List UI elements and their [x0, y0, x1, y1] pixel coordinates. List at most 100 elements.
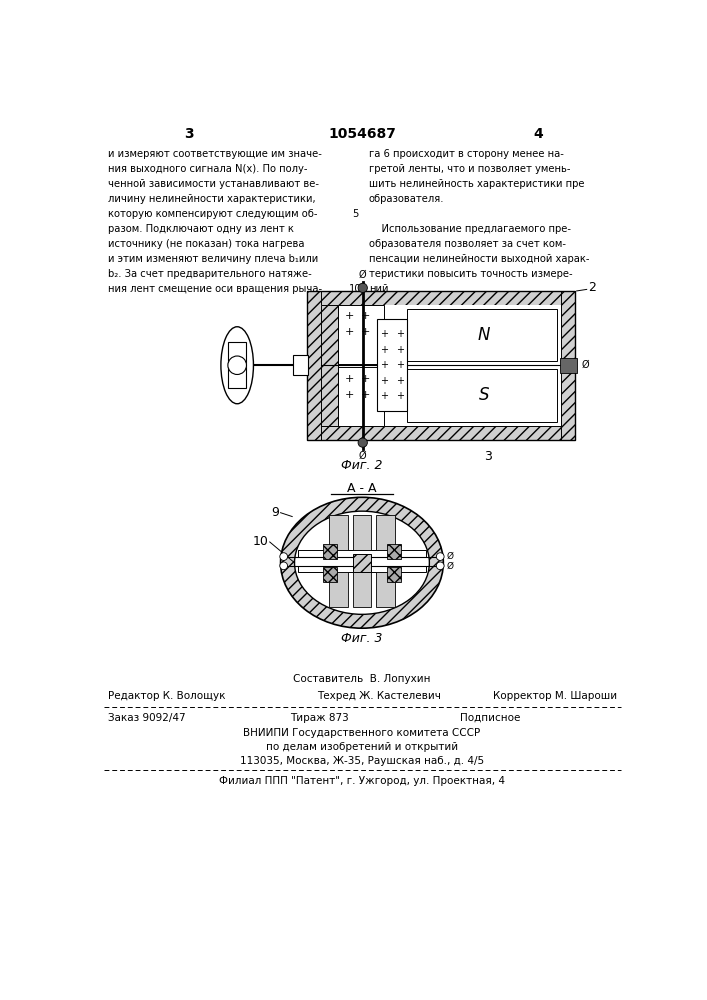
Text: которую компенсируют следующим об-: которую компенсируют следующим об-: [107, 209, 317, 219]
Text: личину нелинейности характеристики,: личину нелинейности характеристики,: [107, 194, 315, 204]
Text: +: +: [361, 374, 370, 384]
Ellipse shape: [281, 497, 443, 628]
Text: Ø: Ø: [359, 450, 366, 460]
Circle shape: [436, 553, 444, 560]
Text: 4: 4: [533, 127, 543, 141]
Text: Ø: Ø: [446, 552, 453, 561]
Text: ченной зависимости устанавливают ве-: ченной зависимости устанавливают ве-: [107, 179, 319, 189]
Text: Филиал ППП "Патент", г. Ужгород, ул. Проектная, 4: Филиал ППП "Патент", г. Ужгород, ул. Про…: [219, 776, 505, 786]
Text: +: +: [361, 327, 370, 337]
Text: шить нелинейность характеристики пре: шить нелинейность характеристики пре: [369, 179, 585, 189]
Text: Составитель  В. Лопухин: Составитель В. Лопухин: [293, 674, 431, 684]
Text: образователя.: образователя.: [369, 194, 445, 204]
Bar: [321, 305, 338, 426]
Ellipse shape: [221, 327, 253, 404]
Text: по делам изобретений и открытий: по делам изобретений и открытий: [266, 742, 458, 752]
Text: Фиг. 2: Фиг. 2: [341, 459, 382, 472]
Bar: [561, 291, 575, 440]
Text: A - A: A - A: [347, 482, 377, 495]
Text: +: +: [361, 311, 370, 321]
Text: Ø: Ø: [446, 561, 453, 570]
Bar: [329, 515, 348, 550]
Text: S: S: [479, 386, 489, 404]
Text: источнику (не показан) тока нагрева: источнику (не показан) тока нагрева: [107, 239, 304, 249]
Text: 10: 10: [252, 535, 268, 548]
Text: образователя позволяет за счет ком-: образователя позволяет за счет ком-: [369, 239, 566, 249]
Text: и этим изменяют величину плеча b₁или: и этим изменяют величину плеча b₁или: [107, 254, 318, 264]
Text: +: +: [345, 374, 354, 384]
Text: +: +: [380, 360, 388, 370]
Text: 10: 10: [349, 284, 361, 294]
Bar: [323, 544, 337, 559]
Bar: [378, 319, 407, 411]
Text: +: +: [396, 345, 404, 355]
Text: теристики повысить точность измере-: теристики повысить точность измере-: [369, 269, 573, 279]
Bar: [353, 515, 371, 550]
Text: Подписное: Подписное: [460, 713, 521, 723]
Text: Техред Ж. Кастелевич: Техред Ж. Кастелевич: [317, 691, 441, 701]
Text: +: +: [380, 391, 388, 401]
Text: Тираж 873: Тираж 873: [290, 713, 349, 723]
Bar: [376, 515, 395, 550]
Text: Ø: Ø: [581, 360, 589, 370]
Text: +: +: [345, 311, 354, 321]
Bar: [228, 342, 247, 388]
Text: ний.: ний.: [369, 284, 392, 294]
Text: разом. Подключают одну из лент к: разом. Подключают одну из лент к: [107, 224, 293, 234]
Text: +: +: [345, 327, 354, 337]
Text: +: +: [396, 360, 404, 370]
Bar: [293, 355, 308, 375]
Bar: [307, 291, 321, 440]
Bar: [307, 291, 575, 440]
Bar: [353, 572, 371, 607]
Text: гретой ленты, что и позволяет умень-: гретой ленты, что и позволяет умень-: [369, 164, 571, 174]
Text: Использование предлагаемого пре-: Использование предлагаемого пре-: [369, 224, 571, 234]
Text: +: +: [396, 391, 404, 401]
Circle shape: [358, 438, 368, 447]
Text: 3: 3: [185, 127, 194, 141]
Bar: [353, 554, 371, 572]
Text: 1054687: 1054687: [328, 127, 396, 141]
Bar: [329, 572, 348, 607]
Text: Редактор К. Волощук: Редактор К. Волощук: [107, 691, 226, 701]
Text: +: +: [380, 345, 388, 355]
Ellipse shape: [295, 511, 429, 614]
Text: ния выходного сигнала N(x). По полу-: ния выходного сигнала N(x). По полу-: [107, 164, 308, 174]
Text: пенсации нелинейности выходной харак-: пенсации нелинейности выходной харак-: [369, 254, 590, 264]
Bar: [376, 572, 395, 607]
Text: Корректор М. Шароши: Корректор М. Шароши: [493, 691, 617, 701]
Bar: [407, 309, 557, 361]
Bar: [338, 305, 385, 364]
Text: +: +: [396, 376, 404, 386]
Bar: [338, 367, 385, 426]
Text: и измеряют соответствующие им значе-: и измеряют соответствующие им значе-: [107, 149, 322, 159]
Text: b₂. За счет предварительного натяже-: b₂. За счет предварительного натяже-: [107, 269, 312, 279]
Text: 3: 3: [484, 450, 491, 463]
Text: +: +: [345, 390, 354, 400]
Bar: [298, 550, 426, 557]
Bar: [559, 358, 577, 373]
Text: +: +: [380, 376, 388, 386]
Circle shape: [280, 562, 288, 570]
Circle shape: [228, 356, 247, 374]
Text: ВНИИПИ Государственного комитета СССР: ВНИИПИ Государственного комитета СССР: [243, 728, 481, 738]
Text: 2: 2: [588, 281, 596, 294]
Bar: [321, 305, 561, 426]
Text: +: +: [396, 329, 404, 339]
Text: Ø: Ø: [359, 270, 366, 280]
Text: +: +: [380, 329, 388, 339]
Bar: [298, 566, 426, 572]
Circle shape: [436, 562, 444, 570]
Bar: [407, 369, 557, 422]
Bar: [323, 567, 337, 582]
Bar: [387, 544, 401, 559]
Circle shape: [280, 553, 288, 560]
Text: +: +: [361, 390, 370, 400]
Bar: [307, 426, 575, 440]
Text: N: N: [478, 326, 490, 344]
Circle shape: [358, 283, 368, 292]
Text: 5: 5: [352, 209, 358, 219]
Text: Заказ 9092/47: Заказ 9092/47: [107, 713, 185, 723]
Text: Фиг. 3: Фиг. 3: [341, 632, 382, 645]
Text: 113035, Москва, Ж-35, Раушская наб., д. 4/5: 113035, Москва, Ж-35, Раушская наб., д. …: [240, 756, 484, 766]
